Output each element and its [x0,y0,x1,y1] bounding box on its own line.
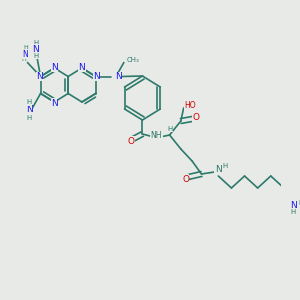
Text: H: H [291,209,296,215]
Text: N: N [51,98,58,107]
Text: H: H [33,40,38,46]
Text: H: H [167,126,172,132]
Text: NH: NH [151,131,162,140]
Text: H: H [33,53,38,59]
Text: H: H [27,115,32,121]
Text: N: N [115,72,122,81]
Text: H: H [222,163,227,169]
Text: H: H [23,45,28,50]
Text: HO: HO [184,101,196,110]
Text: O: O [182,175,189,184]
Text: O: O [128,136,135,146]
Text: N: N [26,105,33,114]
Text: N: N [51,62,58,71]
Text: N: N [23,50,28,59]
Text: N: N [36,72,43,81]
Text: H: H [298,200,300,206]
Text: N: N [215,164,222,173]
Text: N: N [32,44,39,53]
Text: CH₃: CH₃ [127,56,140,62]
Text: N: N [93,72,100,81]
Text: N: N [290,200,297,209]
Text: H: H [27,100,32,106]
Text: O: O [192,113,199,122]
Text: H: H [21,57,26,62]
Text: N: N [79,62,85,71]
